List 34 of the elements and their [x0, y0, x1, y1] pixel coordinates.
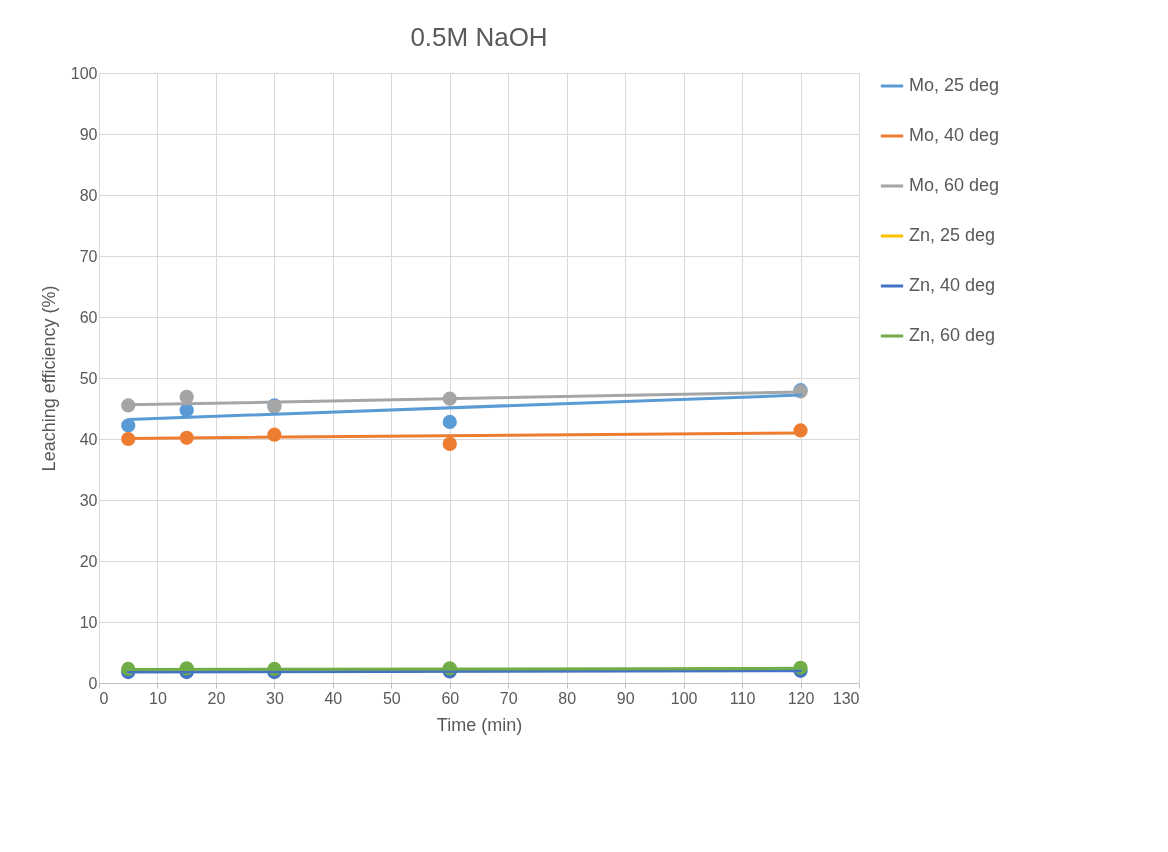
- y-tick-label: 20: [79, 552, 98, 570]
- x-tick-label: 120: [787, 689, 815, 707]
- y-tick-label: 50: [79, 369, 98, 387]
- x-tick-label: 30: [265, 689, 284, 707]
- x-tick-label: 100: [670, 689, 698, 707]
- x-tick-label: 60: [441, 689, 460, 707]
- y-tick-label: 70: [79, 247, 98, 265]
- x-axis-title: Time (min): [436, 714, 523, 735]
- y-tick-label: 30: [79, 491, 98, 509]
- y-tick-label: 90: [79, 125, 98, 143]
- x-tick-label: 0: [99, 689, 109, 707]
- legend-label: Zn, 60 deg: [909, 325, 996, 345]
- x-tick-label: 80: [558, 689, 577, 707]
- legend-label: Zn, 40 deg: [909, 275, 996, 295]
- x-tick-label: 70: [499, 689, 518, 707]
- legend-label: Mo, 40 deg: [909, 125, 1000, 145]
- x-tick-label: 130: [832, 689, 860, 707]
- y-tick-label: 60: [79, 308, 98, 326]
- x-tick-label: 50: [382, 689, 401, 707]
- y-tick-label: 100: [70, 64, 98, 82]
- x-tick-label: 20: [207, 689, 226, 707]
- x-tick-label: 110: [729, 689, 756, 707]
- chart-title: 0.5M NaOH: [410, 22, 548, 52]
- legend-label: Mo, 60 deg: [909, 175, 1000, 195]
- legend-label: Zn, 25 deg: [909, 225, 996, 245]
- legend-label: Mo, 25 deg: [909, 75, 1000, 95]
- y-axis-title: Leaching efficiency (%): [38, 285, 59, 472]
- y-tick-label: 10: [79, 613, 98, 631]
- x-tick-label: 10: [149, 689, 167, 707]
- x-tick-label: 40: [324, 689, 343, 707]
- y-tick-label: 0: [88, 674, 98, 692]
- y-tick-label: 80: [79, 186, 98, 204]
- x-tick-label: 90: [616, 689, 635, 707]
- y-tick-label: 40: [79, 430, 98, 448]
